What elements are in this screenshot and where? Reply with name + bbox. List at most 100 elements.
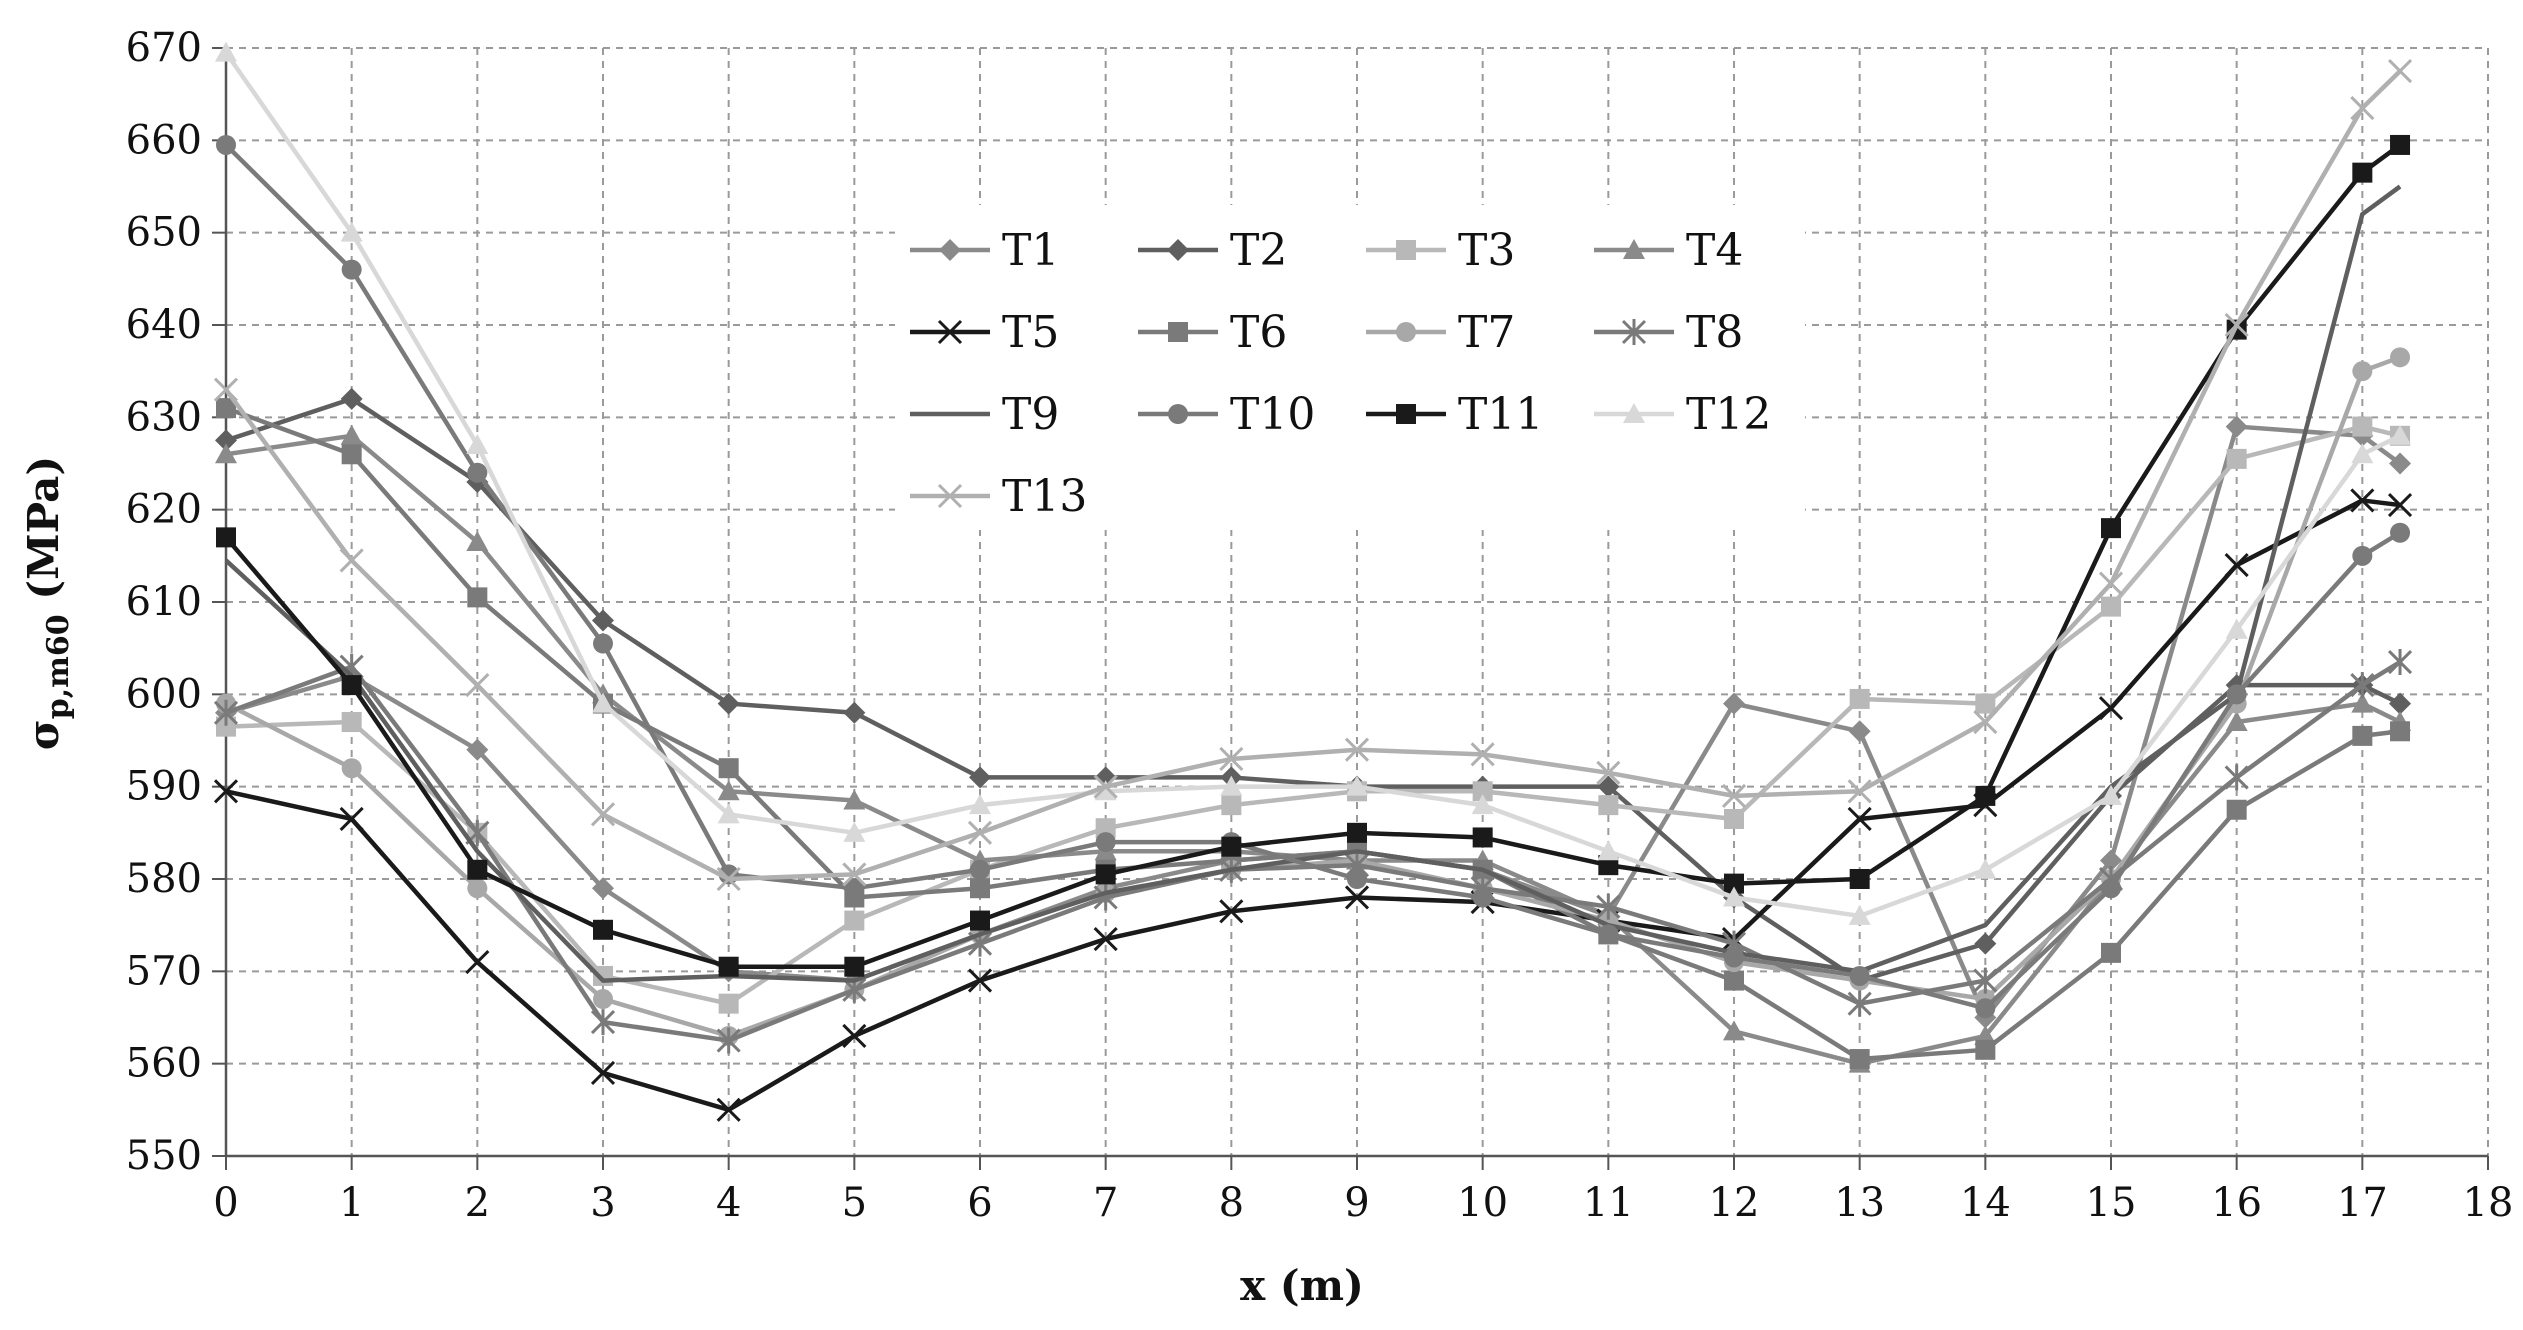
data-point-T3 — [1724, 808, 1744, 829]
legend-marker — [1396, 404, 1416, 424]
data-point-T12 — [2351, 443, 2374, 464]
x-tick-labels: 0 1 2 3 4 5 6 7 8 9 10 11 12 13 14 15 16 17 18 — [213, 1180, 2513, 1226]
data-point-T13 — [967, 820, 993, 845]
data-point-T13 — [1847, 779, 1872, 804]
x-tick-label: 2 — [465, 1180, 490, 1226]
data-point-T8 — [590, 1009, 616, 1036]
y-axis-label-unit: (MPa) — [19, 456, 68, 615]
x-tick-label: 15 — [2086, 1180, 2137, 1226]
x-tick-label: 1 — [339, 1180, 364, 1226]
data-point-T6 — [1724, 970, 1744, 991]
data-point-T13 — [2098, 571, 2124, 596]
data-point-T12 — [592, 692, 614, 713]
data-point-T5 — [1847, 806, 1872, 832]
data-point-T2 — [592, 609, 614, 632]
data-point-T12 — [2389, 424, 2412, 445]
y-tick-label: 650 — [126, 210, 202, 256]
x-tick-label: 7 — [1093, 1180, 1118, 1226]
data-point-T10 — [467, 462, 488, 483]
data-point-T8 — [213, 699, 239, 726]
x-tick-label: 14 — [1960, 1180, 2011, 1226]
y-tick-label: 580 — [126, 856, 202, 902]
data-point-T5 — [1093, 926, 1118, 952]
legend-label: T12 — [1686, 389, 1771, 440]
data-point-T13 — [2387, 59, 2413, 84]
data-point-T8 — [1596, 893, 1621, 920]
data-point-T10 — [1849, 965, 1870, 986]
y-tick-label: 630 — [126, 394, 202, 440]
data-point-T5 — [2350, 488, 2375, 513]
legend-item-T11: T11 — [1366, 389, 1543, 440]
data-point-T2 — [340, 387, 363, 410]
data-point-T10 — [1975, 998, 1996, 1019]
data-point-T12 — [2100, 784, 2122, 805]
data-point-T3 — [2101, 596, 2121, 617]
x-tick-label: 6 — [967, 1180, 992, 1226]
data-point-T6 — [2352, 725, 2373, 746]
y-tick-label: 590 — [126, 764, 202, 810]
legend-label: T7 — [1458, 307, 1515, 358]
data-point-T3 — [1095, 818, 1116, 839]
data-point-T13 — [1470, 742, 1495, 767]
series-T12 — [215, 41, 2412, 925]
data-point-T7 — [341, 758, 362, 779]
data-point-T5 — [2224, 553, 2249, 578]
data-point-T11 — [1849, 869, 1870, 889]
data-point-T7 — [2352, 361, 2373, 382]
legend-marker — [1168, 322, 1188, 342]
legend-label: T9 — [1002, 389, 1059, 440]
data-point-T10 — [593, 633, 613, 654]
series-line-T5 — [225, 498, 2401, 1113]
data-point-T10 — [2101, 878, 2121, 899]
data-point-T2 — [843, 701, 866, 724]
data-point-T12 — [1597, 840, 1620, 861]
data-point-T10 — [1347, 869, 1367, 889]
data-point-T11 — [2390, 134, 2411, 155]
legend-marker — [1621, 319, 1647, 345]
data-point-T3 — [216, 716, 236, 737]
data-point-T8 — [2387, 649, 2413, 676]
x-tick-label: 8 — [1219, 1180, 1244, 1226]
data-point-T12 — [969, 794, 991, 815]
data-point-T6 — [970, 878, 990, 899]
data-point-T11 — [1472, 827, 1493, 848]
y-tick-label: 570 — [126, 948, 202, 994]
data-point-T13 — [339, 548, 364, 573]
x-tick-label: 17 — [2337, 1180, 2388, 1226]
y-axis-label: σp,m60 (MPa) — [19, 456, 76, 750]
data-point-T6 — [2101, 942, 2121, 963]
data-point-T13 — [1721, 783, 1747, 808]
x-tick-label: 18 — [2463, 1180, 2514, 1226]
y-axis-label-sub: p,m60 — [41, 614, 76, 719]
data-point-T10 — [1095, 832, 1116, 853]
legend-label: T1 — [1002, 225, 1059, 276]
data-point-T11 — [2101, 518, 2121, 539]
y-tick-label: 610 — [126, 579, 202, 625]
data-point-T12 — [717, 803, 740, 824]
legend-marker — [1396, 240, 1416, 260]
data-point-T12 — [1346, 775, 1368, 796]
data-point-T10 — [216, 134, 236, 155]
data-point-T5 — [465, 950, 490, 975]
legend-item-T7: T7 — [1366, 307, 1515, 358]
y-axis-label-main: σ — [19, 719, 68, 750]
data-point-T1 — [466, 738, 489, 761]
y-tick-label: 670 — [126, 25, 202, 71]
data-point-T11 — [970, 910, 990, 931]
data-point-T3 — [2352, 416, 2373, 437]
series-layer — [213, 41, 2413, 1122]
data-point-T13 — [1344, 737, 1370, 762]
legend-label: T2 — [1230, 225, 1287, 276]
legend-marker — [1623, 239, 1645, 259]
data-point-T1 — [2100, 849, 2122, 872]
data-point-T8 — [716, 1027, 741, 1054]
legend-label: T3 — [1458, 225, 1515, 276]
data-point-T12 — [2225, 618, 2248, 639]
data-point-T4 — [843, 789, 866, 810]
legend-label: T13 — [1002, 471, 1087, 522]
y-tick-label: 600 — [126, 671, 202, 717]
legend-item-T12: T12 — [1594, 389, 1771, 440]
data-point-T2 — [717, 692, 740, 715]
data-point-T11 — [341, 675, 362, 696]
